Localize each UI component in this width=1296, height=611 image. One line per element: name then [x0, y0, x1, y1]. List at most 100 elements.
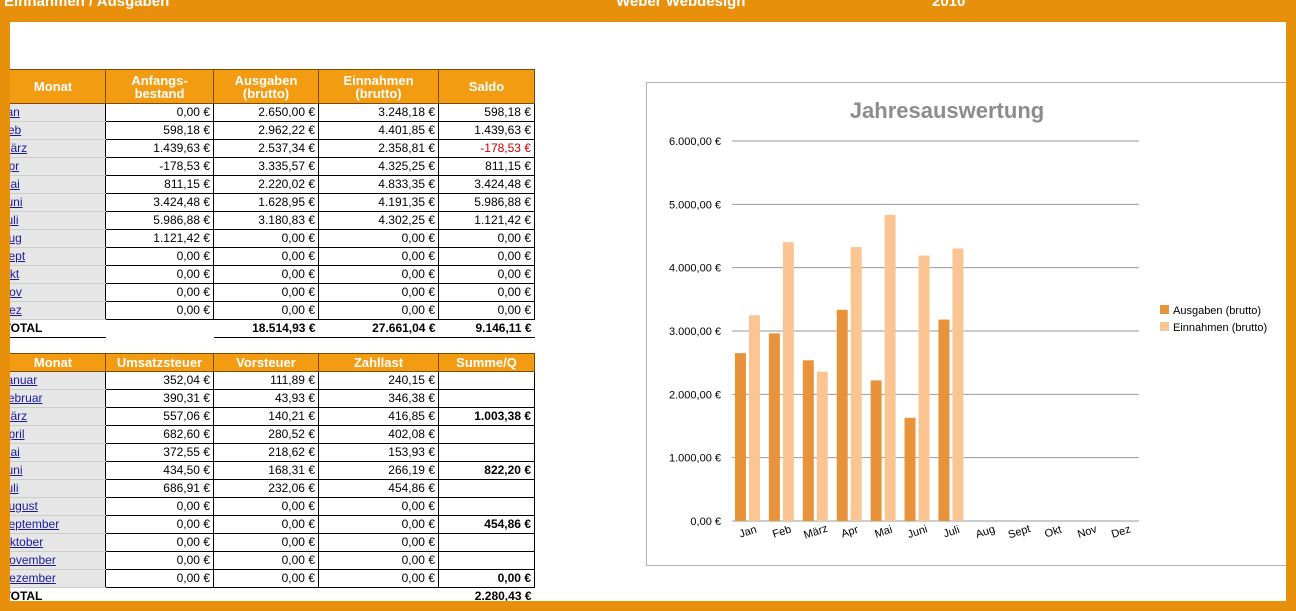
cell-ausgaben: 3.180,83 € — [213, 211, 319, 230]
col-header-einnahmen: Einnahmen (brutto) — [318, 69, 439, 104]
chart-title: Jahresauswertung — [850, 98, 1044, 123]
x-tick-label: Juni — [906, 523, 929, 541]
cell-umsatzsteuer: 682,60 € — [105, 425, 214, 444]
total-row: TOTAL 2.280,43 € — [10, 587, 535, 601]
month-link[interactable]: Dezember — [10, 569, 106, 588]
month-link[interactable]: August — [10, 497, 106, 516]
month-link[interactable]: April — [10, 425, 106, 444]
cell-anfangsbestand: 5.986,88 € — [105, 211, 214, 230]
cell-einnahmen: 2.358,81 € — [318, 139, 439, 158]
cell-zahllast: 266,19 € — [318, 461, 439, 480]
cell-vorsteuer: 140,21 € — [213, 407, 319, 426]
col-header-saldo: Saldo — [438, 69, 535, 104]
legend-label: Ausgaben (brutto) — [1173, 305, 1261, 317]
table-row: Juli5.986,88 €3.180,83 €4.302,25 €1.121,… — [10, 211, 535, 230]
cell-summe-q: 0,00 € — [438, 569, 535, 588]
x-tick-label: März — [802, 523, 829, 542]
cell-ausgaben: 1.628,95 € — [213, 193, 319, 212]
cell-vorsteuer: 111,89 € — [213, 371, 319, 390]
table-row: Dez0,00 €0,00 €0,00 €0,00 € — [10, 301, 535, 320]
cell-ausgaben: 0,00 € — [213, 265, 319, 284]
annual-chart[interactable]: Jahresauswertung 0,00 € 1.000,00 € 2.000,00… — [646, 82, 1286, 566]
col-header-ausgaben: Ausgaben (brutto) — [213, 69, 319, 104]
cell-summe-q — [438, 497, 535, 516]
month-link[interactable]: Februar — [10, 389, 106, 408]
cell-umsatzsteuer: 0,00 € — [105, 569, 214, 588]
col-header-monat: Monat — [10, 353, 106, 372]
y-tick-label: 2.000,00 € — [669, 389, 721, 401]
month-link[interactable]: Okt — [10, 265, 106, 284]
cell-saldo: 1.439,63 € — [438, 121, 535, 140]
cell-umsatzsteuer: 0,00 € — [105, 533, 214, 552]
cell-anfangsbestand: 0,00 € — [105, 283, 214, 302]
table-row: Sept0,00 €0,00 €0,00 €0,00 € — [10, 247, 535, 266]
cell-zahllast: 402,08 € — [318, 425, 439, 444]
bar-ausgaben — [904, 417, 916, 521]
cell-vorsteuer: 218,62 € — [213, 443, 319, 462]
month-link[interactable]: Dez — [10, 301, 106, 320]
cell-ausgaben: 0,00 € — [213, 283, 319, 302]
cell-summe-q — [438, 533, 535, 552]
table-row: Juli686,91 €232,06 €454,86 € — [10, 479, 535, 498]
month-link[interactable]: Juni — [10, 461, 106, 480]
cell-saldo: -178,53 € — [438, 139, 535, 158]
month-link[interactable]: Januar — [10, 371, 106, 390]
x-tick-label: Jan — [738, 524, 759, 541]
col-header-vorsteuer: Vorsteuer — [213, 353, 319, 372]
table-row: Oktober0,00 €0,00 €0,00 € — [10, 533, 535, 552]
month-link[interactable]: Nov — [10, 283, 106, 302]
total-summe: 2.280,43 € — [438, 587, 535, 601]
month-link[interactable]: Mai — [10, 175, 106, 194]
cell-vorsteuer: 0,00 € — [213, 569, 319, 588]
cell-einnahmen: 4.191,35 € — [318, 193, 439, 212]
cell-anfangsbestand: -178,53 € — [105, 157, 214, 176]
table-row: Mai811,15 €2.220,02 €4.833,35 €3.424,48 … — [10, 175, 535, 194]
x-tick-label: Nov — [1076, 523, 1099, 541]
col-header-umsatzsteuer: Umsatzsteuer — [105, 353, 214, 372]
legend-swatch — [1160, 322, 1169, 331]
month-link[interactable]: Sept — [10, 247, 106, 266]
cell-umsatzsteuer: 557,06 € — [105, 407, 214, 426]
bar-einnahmen — [748, 315, 760, 521]
month-link[interactable]: Juli — [10, 479, 106, 498]
chart-canvas: Jahresauswertung 0,00 € 1.000,00 € 2.000,00… — [669, 98, 1267, 542]
total-saldo: 9.146,11 € — [438, 319, 535, 338]
cell-anfangsbestand: 811,15 € — [105, 175, 214, 194]
month-link[interactable]: Aug — [10, 229, 106, 248]
month-link[interactable]: September — [10, 515, 106, 534]
month-link[interactable]: März — [10, 139, 106, 158]
month-link[interactable]: Juni — [10, 193, 106, 212]
cell-saldo: 0,00 € — [438, 283, 535, 302]
x-tick-label: Mai — [873, 524, 894, 541]
month-link[interactable]: Feb — [10, 121, 106, 140]
cell-anfangsbestand: 1.439,63 € — [105, 139, 214, 158]
bar-ausgaben — [734, 353, 746, 521]
month-link[interactable]: Oktober — [10, 533, 106, 552]
bar-ausgaben — [768, 333, 780, 521]
cell-saldo: 0,00 € — [438, 301, 535, 320]
cell-ausgaben: 2.220,02 € — [213, 175, 319, 194]
month-link[interactable]: Juli — [10, 211, 106, 230]
sheet-banner: Einnahmen / Ausgaben Weber Webdesign 201… — [0, 0, 1296, 22]
cell-vorsteuer: 0,00 € — [213, 551, 319, 570]
cell-zahllast: 416,85 € — [318, 407, 439, 426]
cell-einnahmen: 4.302,25 € — [318, 211, 439, 230]
x-tick-label: Sept — [1007, 523, 1032, 541]
legend-swatch — [1160, 305, 1169, 314]
total-row: TOTAL 18.514,93 €27.661,04 €9.146,11 € — [10, 319, 535, 338]
month-link[interactable]: Jan — [10, 103, 106, 122]
y-tick-label: 6.000,00 € — [669, 136, 721, 148]
month-link[interactable]: Apr — [10, 157, 106, 176]
bar-einnahmen — [918, 255, 930, 521]
bar-einnahmen — [952, 248, 964, 521]
cell-anfangsbestand: 0,00 € — [105, 301, 214, 320]
x-tick-label: Juli — [942, 524, 961, 541]
cell-saldo: 0,00 € — [438, 247, 535, 266]
table-row: Juni3.424,48 €1.628,95 €4.191,35 €5.986,… — [10, 193, 535, 212]
month-link[interactable]: März — [10, 407, 106, 426]
y-tick-label: 4.000,00 € — [669, 263, 721, 275]
month-link[interactable]: Mai — [10, 443, 106, 462]
x-tick-label: Aug — [974, 523, 996, 540]
cell-einnahmen: 0,00 € — [318, 229, 439, 248]
month-link[interactable]: November — [10, 551, 106, 570]
